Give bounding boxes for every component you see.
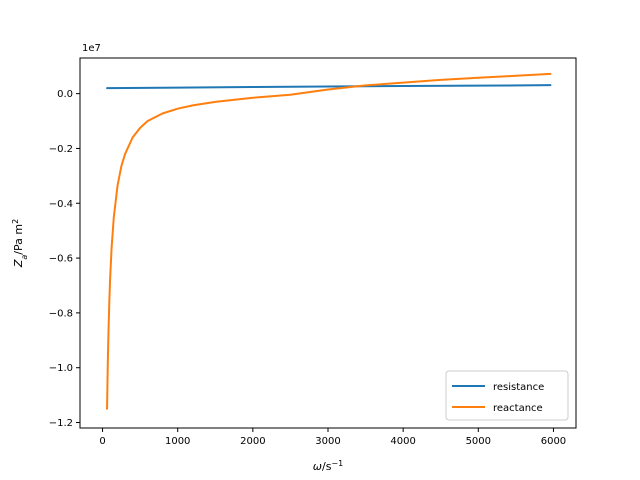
y-tick-label: −0.2 (49, 144, 73, 155)
y-tick-label: −1.2 (49, 418, 73, 429)
series-resistance-line (106, 84, 552, 90)
x-tick-label: 5000 (466, 436, 491, 447)
y-axis-label: Za/Pa m2 (11, 219, 29, 268)
y-tick-label: −0.4 (49, 199, 73, 210)
x-tick-label: 1000 (165, 436, 190, 447)
legend-resistance-label: resistance (493, 382, 544, 393)
series-reactance-line (106, 72, 552, 410)
y-tick-label: 0.0 (57, 89, 73, 100)
y-offset-label: 1e7 (82, 43, 101, 54)
x-axis-ticks: 0 1000 2000 3000 4000 5000 6000 (99, 428, 566, 447)
x-tick-label: 0 (99, 436, 105, 447)
y-tick-label: −0.6 (49, 254, 73, 265)
y-tick-label: −0.8 (49, 308, 73, 319)
legend-reactance-label: reactance (493, 403, 543, 414)
x-tick-label: 3000 (315, 436, 340, 447)
x-tick-label: 2000 (240, 436, 265, 447)
y-axis-ticks: 0.0 −0.2 −0.4 −0.6 −0.8 −1.0 −1.2 (49, 89, 80, 429)
x-tick-label: 4000 (390, 436, 415, 447)
y-tick-label: −1.0 (49, 363, 73, 374)
series-layer (106, 72, 552, 410)
x-axis-label: ω/s−1 (313, 459, 343, 474)
legend: resistance reactance (445, 370, 569, 421)
x-tick-label: 6000 (541, 436, 566, 447)
